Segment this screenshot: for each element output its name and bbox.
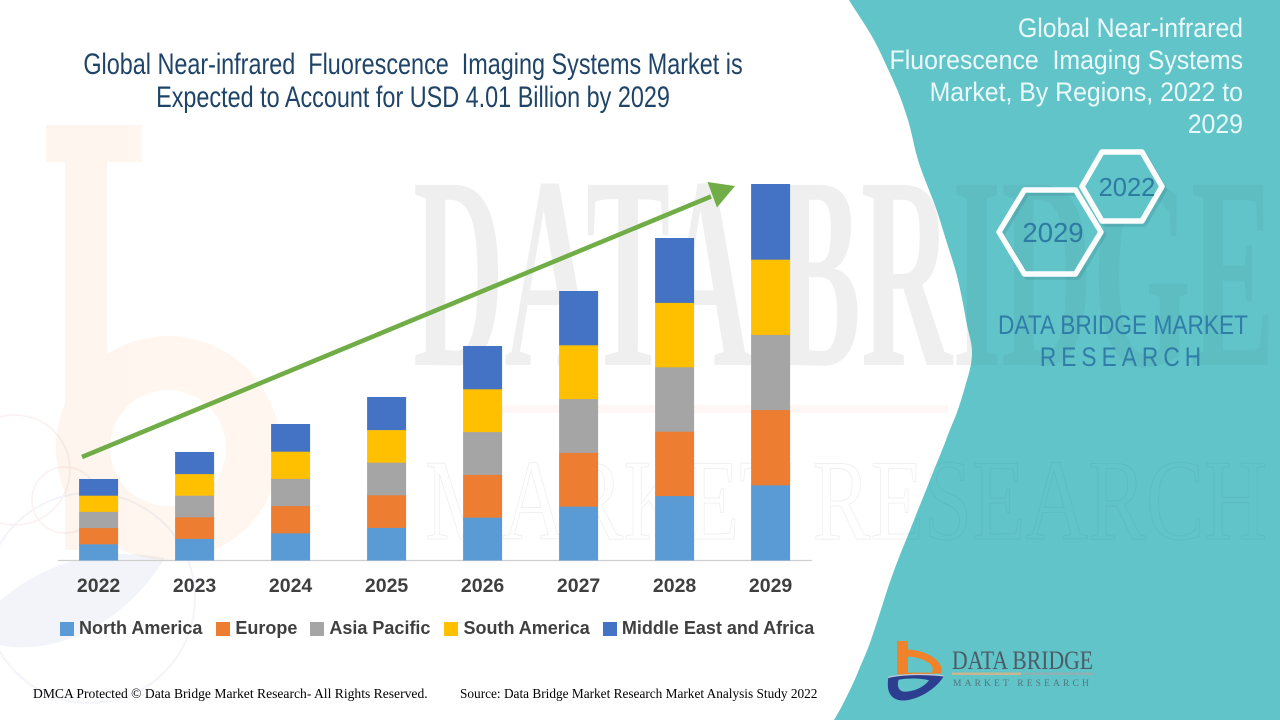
svg-text:DATA BRIDGE: DATA BRIDGE — [952, 645, 1093, 675]
svg-text:2027: 2027 — [557, 575, 600, 597]
svg-text:2022: 2022 — [1099, 174, 1156, 202]
svg-text:MARKET RESEARCH: MARKET RESEARCH — [425, 437, 1267, 564]
svg-text:2025: 2025 — [365, 575, 409, 597]
svg-text:2029: 2029 — [1022, 217, 1083, 248]
svg-text:2026: 2026 — [461, 575, 505, 597]
svg-text:2024: 2024 — [269, 575, 313, 597]
svg-text:2029: 2029 — [749, 575, 793, 597]
svg-text:2028: 2028 — [653, 575, 697, 597]
svg-text:2023: 2023 — [173, 575, 217, 597]
svg-text:MARKET RESEARCH: MARKET RESEARCH — [953, 678, 1092, 688]
svg-text:2022: 2022 — [77, 575, 121, 597]
